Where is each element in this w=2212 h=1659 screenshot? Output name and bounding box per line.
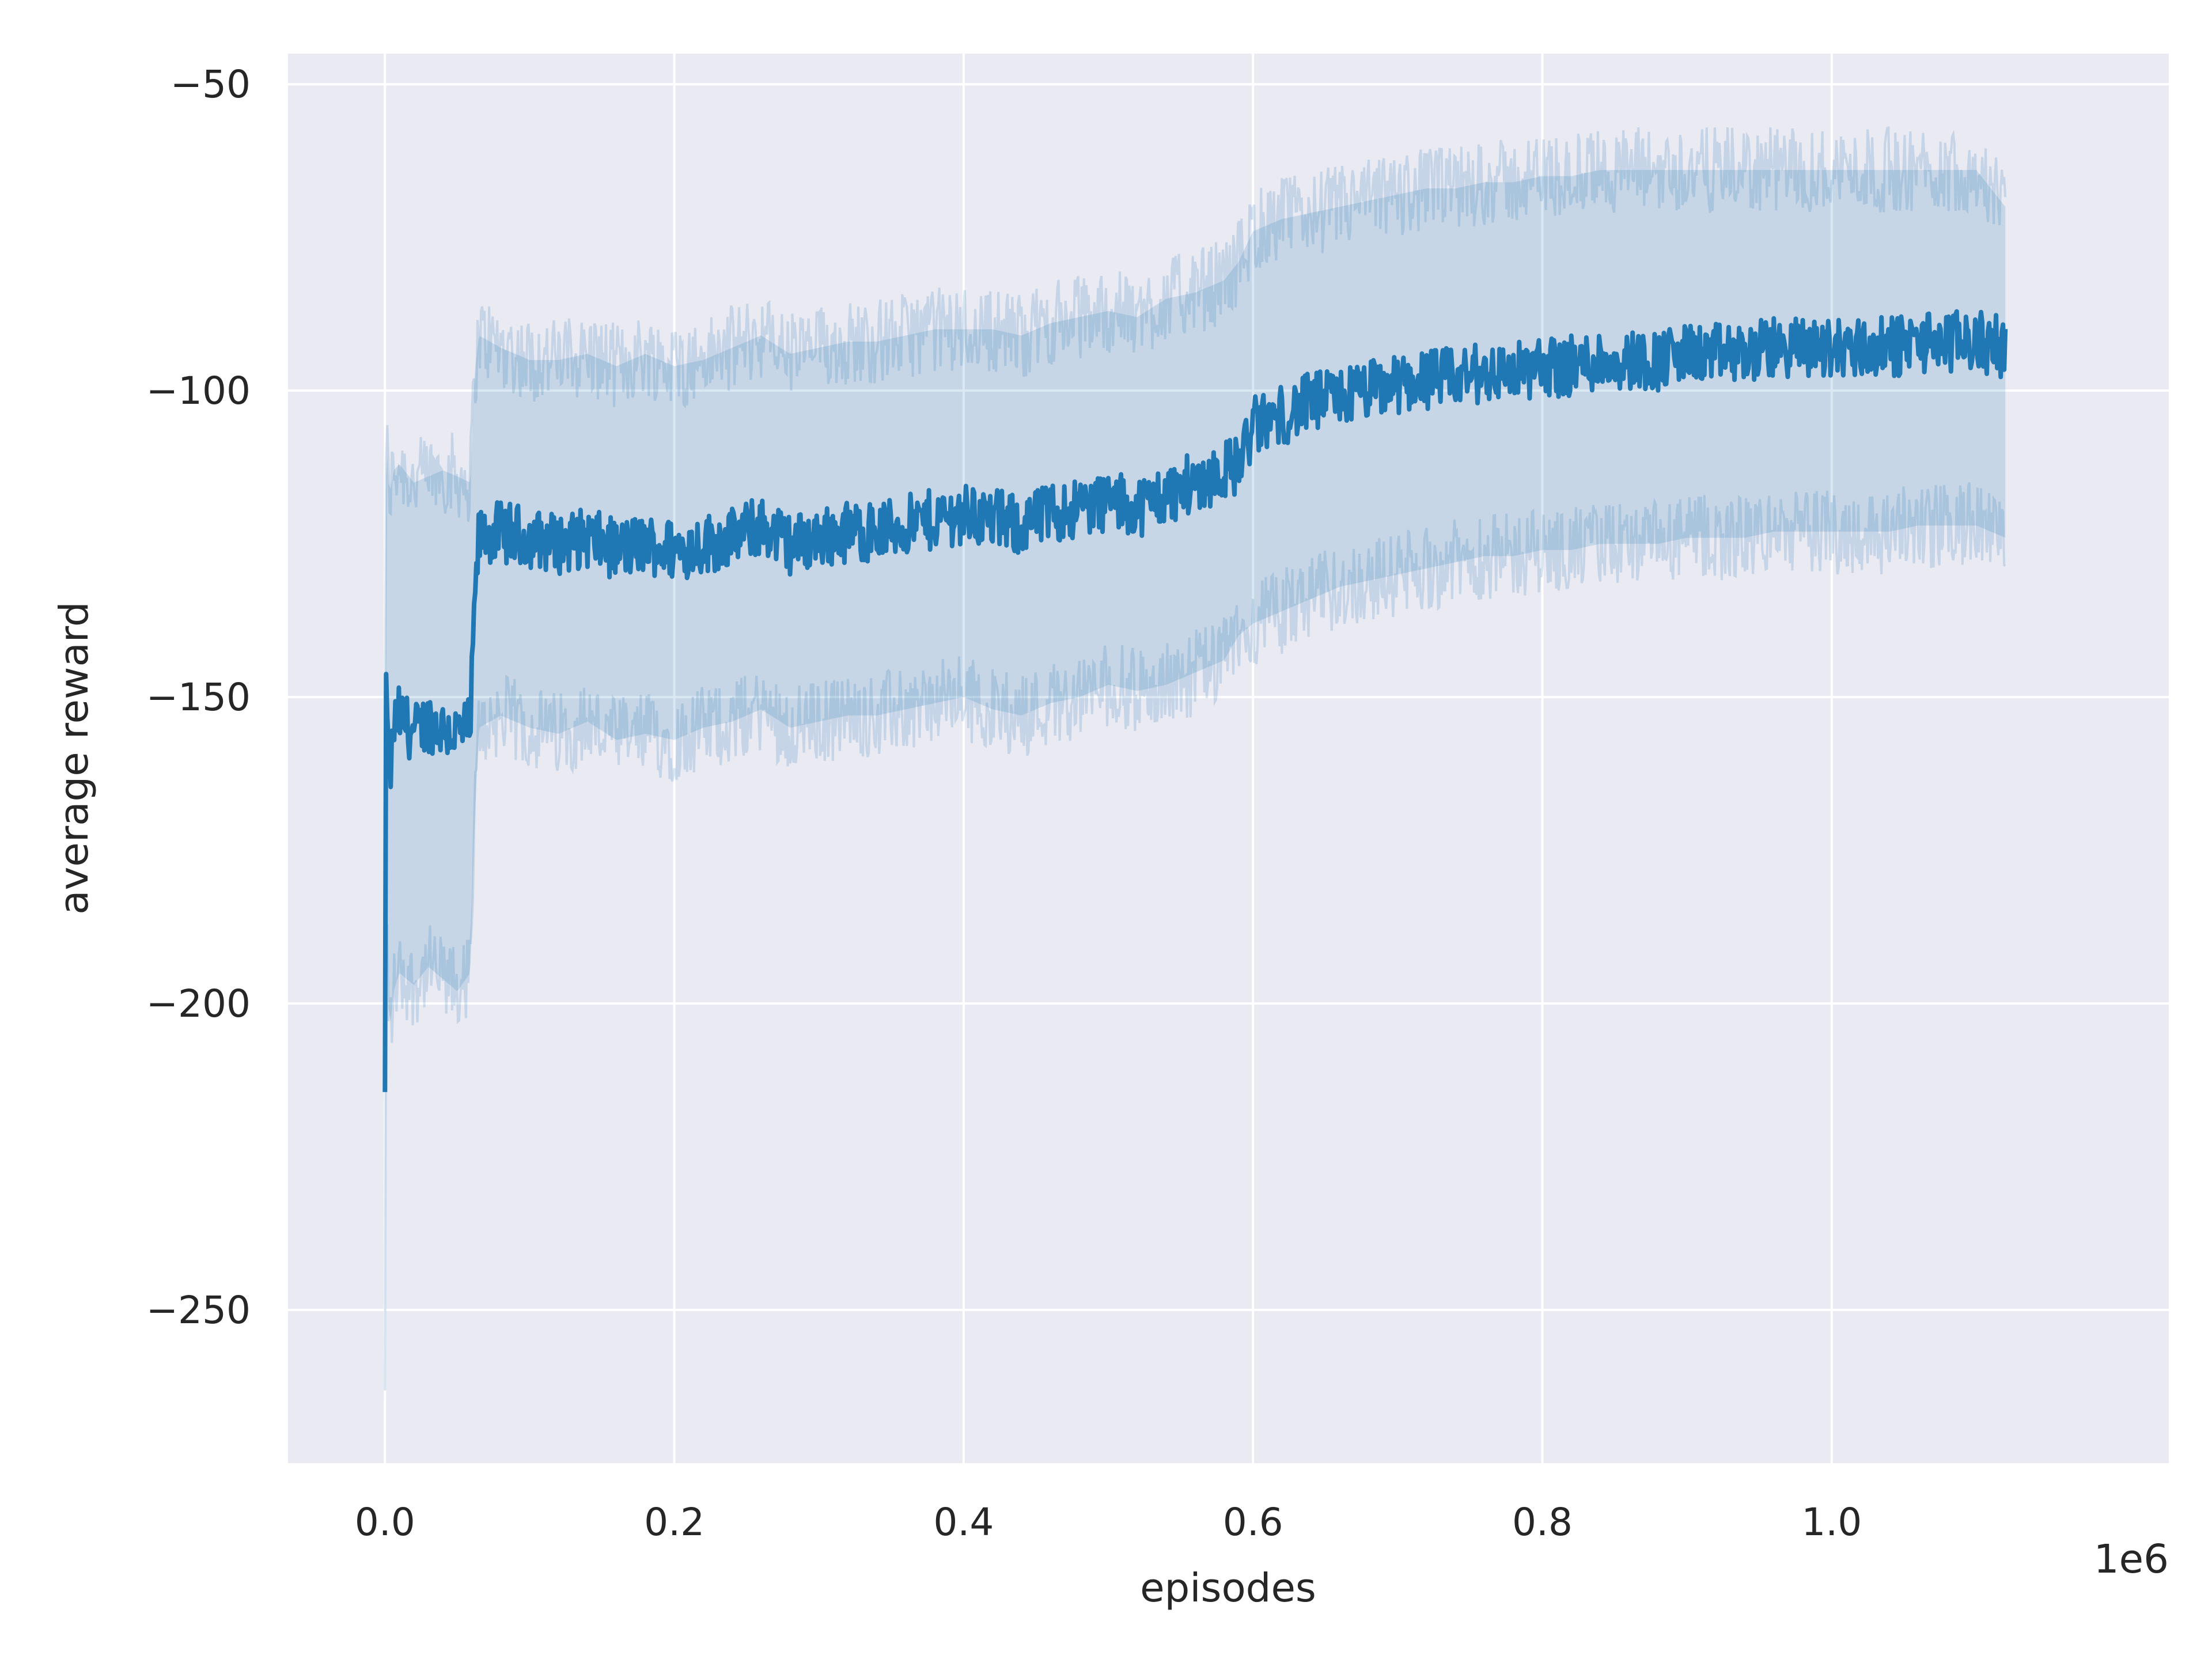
x-tick-label: 0.6 <box>1223 1500 1283 1544</box>
x-tick-label: 0.8 <box>1512 1500 1573 1544</box>
y-tick-label: −250 <box>146 1288 251 1332</box>
y-tick-label: −150 <box>146 675 251 719</box>
series-line <box>382 309 2008 1092</box>
band-fill <box>385 170 2006 1402</box>
x-axis-ticks: 0.0 0.2 0.4 0.6 0.8 1.0 <box>355 1500 1862 1544</box>
x-tick-label: 0.0 <box>355 1500 415 1544</box>
x-axis-offset-label: 1e6 <box>2094 1536 2169 1582</box>
x-tick-label: 0.4 <box>933 1500 994 1544</box>
band-upper-edge <box>384 126 2007 714</box>
x-tick-label: 0.2 <box>644 1500 704 1544</box>
y-axis-ticks: −50 −100 −150 −200 −250 <box>146 62 251 1332</box>
band-lower-edge <box>384 482 2006 1391</box>
confidence-band <box>384 126 2007 1402</box>
y-tick-label: −50 <box>171 62 251 107</box>
y-tick-label: −200 <box>146 982 251 1026</box>
y-axis-label: average reward <box>51 601 97 914</box>
plot-background <box>288 54 2169 1463</box>
x-tick-label: 1.0 <box>1801 1500 1862 1544</box>
y-tick-label: −100 <box>146 369 251 413</box>
x-axis-label: episodes <box>1140 1565 1316 1611</box>
mean-line <box>382 309 2008 1092</box>
grid <box>288 54 2169 1463</box>
